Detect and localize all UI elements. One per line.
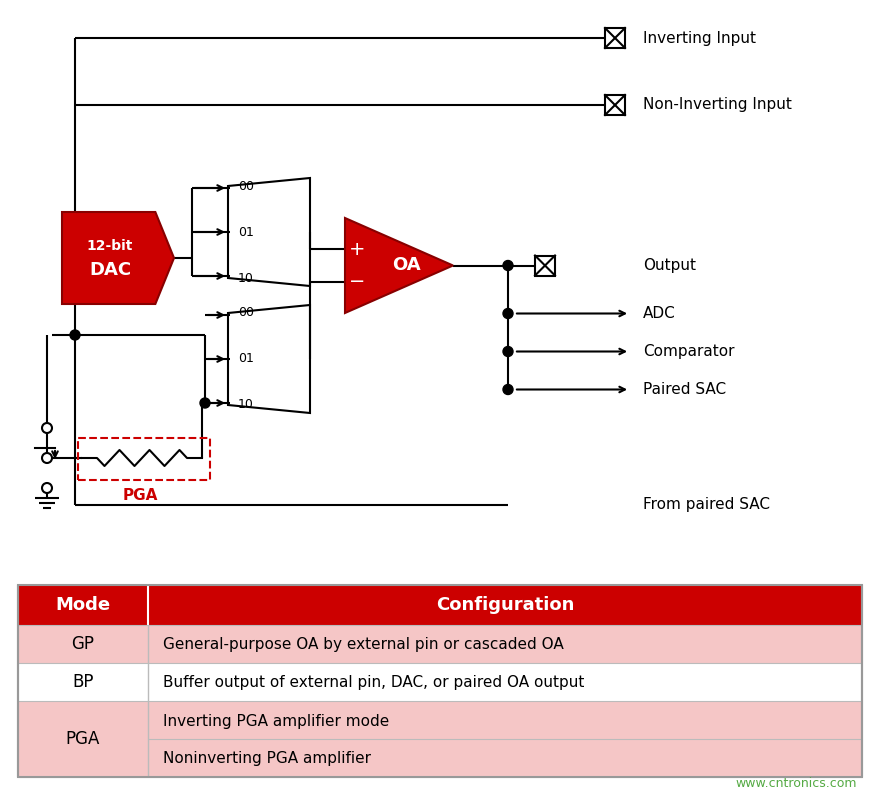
Circle shape <box>70 330 80 340</box>
Text: 01: 01 <box>238 353 253 365</box>
Text: ADC: ADC <box>643 306 676 321</box>
Text: PGA: PGA <box>122 488 158 503</box>
Bar <box>18 585 862 777</box>
Text: DAC: DAC <box>89 261 131 279</box>
Circle shape <box>503 309 513 318</box>
Text: 10: 10 <box>238 271 253 284</box>
Text: From paired SAC: From paired SAC <box>643 498 770 513</box>
Bar <box>18 585 862 625</box>
Text: Buffer output of external pin, DAC, or paired OA output: Buffer output of external pin, DAC, or p… <box>163 674 584 689</box>
Text: Comparator: Comparator <box>643 344 735 359</box>
Text: Paired SAC: Paired SAC <box>643 382 726 397</box>
Text: Mode: Mode <box>55 596 111 614</box>
Text: General-purpose OA by external pin or cascaded OA: General-purpose OA by external pin or ca… <box>163 637 564 651</box>
Text: Configuration: Configuration <box>436 596 574 614</box>
Text: 10: 10 <box>238 399 253 412</box>
Circle shape <box>503 260 513 271</box>
Text: OA: OA <box>392 256 421 275</box>
Text: 00: 00 <box>238 306 254 319</box>
Circle shape <box>42 423 52 433</box>
Text: 00: 00 <box>238 180 254 193</box>
Text: Noninverting PGA amplifier: Noninverting PGA amplifier <box>163 751 371 766</box>
Text: Non-Inverting Input: Non-Inverting Input <box>643 97 792 112</box>
Text: Inverting PGA amplifier mode: Inverting PGA amplifier mode <box>163 714 389 729</box>
Circle shape <box>42 483 52 493</box>
Text: BP: BP <box>72 673 94 691</box>
Text: 12-bit: 12-bit <box>87 239 133 253</box>
Circle shape <box>503 384 513 395</box>
Bar <box>605 95 625 115</box>
Circle shape <box>503 346 513 357</box>
Text: GP: GP <box>71 635 94 653</box>
Text: −: − <box>348 272 365 291</box>
Polygon shape <box>345 218 453 313</box>
Text: Inverting Input: Inverting Input <box>643 30 756 45</box>
Text: +: + <box>348 240 365 259</box>
Bar <box>605 28 625 48</box>
Bar <box>78 438 210 480</box>
Text: www.cntronics.com: www.cntronics.com <box>736 777 857 790</box>
Text: PGA: PGA <box>66 730 100 748</box>
Text: 01: 01 <box>238 225 253 239</box>
Bar <box>18 701 862 777</box>
Bar <box>535 256 555 275</box>
Polygon shape <box>62 212 174 304</box>
Circle shape <box>42 453 52 463</box>
Bar <box>18 663 862 701</box>
Text: Output: Output <box>643 258 696 273</box>
Bar <box>18 625 862 663</box>
Circle shape <box>200 398 210 408</box>
